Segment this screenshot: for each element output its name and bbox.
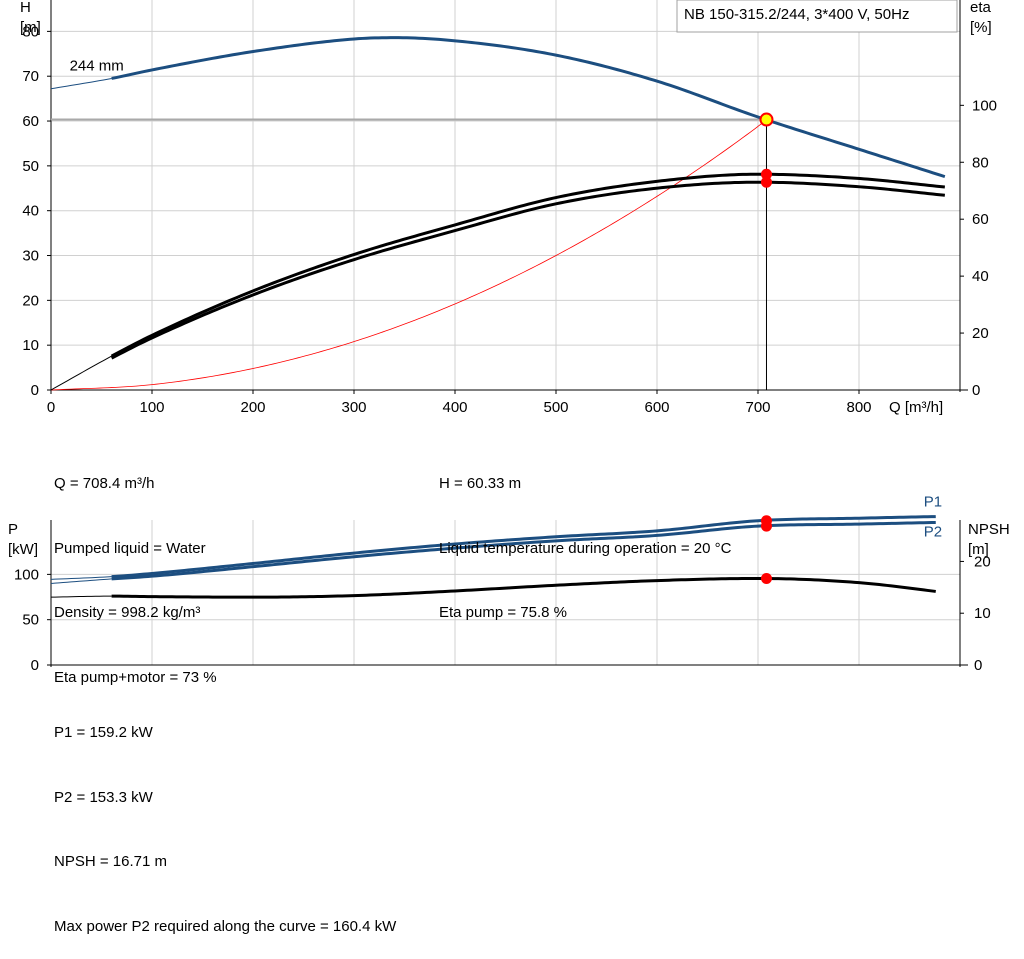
bottom-y-right-axis-label-line-2: [m] <box>968 541 989 558</box>
p2-curve <box>111 520 936 581</box>
bottom-y-right-tick-label-10: 10 <box>974 605 991 622</box>
bottom-y-tick-label-50: 50 <box>22 612 39 629</box>
info-flow: Q = 708.4 m³/h <box>54 475 155 492</box>
top-x-tick-label-300: 300 <box>341 399 366 416</box>
p1-series-label: P1 <box>924 494 942 511</box>
eta-pump-curve-extension <box>50 355 112 391</box>
npsh-curve <box>111 576 936 599</box>
bottom-y-axis-label-line-2: [kW] <box>8 541 38 558</box>
top-y-tick-label-40: 40 <box>22 203 39 220</box>
bottom-y-right-tick-label-20: 20 <box>974 553 991 570</box>
top-x-axis-label: Q [m³/h] <box>889 399 943 416</box>
info-density: Density = 998.2 kg/m³ <box>54 604 201 621</box>
p2-series-label: P2 <box>924 523 942 540</box>
npsh-curve-extension <box>50 595 112 598</box>
info-npsh: NPSH = 16.71 m <box>54 853 167 870</box>
operating-info-right: H = 60.33 m Liquid temperature during op… <box>439 430 731 645</box>
top-y-tick-label-0: 0 <box>31 382 39 399</box>
top-y-tick-label-30: 30 <box>22 248 39 265</box>
operating-point-marker <box>759 112 774 127</box>
p1-curve-extension <box>50 576 112 580</box>
top-x-tick-label-800: 800 <box>846 399 871 416</box>
info-p1: P1 = 159.2 kW <box>54 724 153 741</box>
info-p2: P2 = 153.3 kW <box>54 788 153 806</box>
top-y-right-tick-label-20: 20 <box>972 325 989 342</box>
bottom-y-tick-label-0: 0 <box>31 657 39 674</box>
info-eta-pump-motor: Eta pump+motor = 73 % <box>54 668 217 686</box>
bottom-y-right-axis-label-line-1: NPSH <box>968 521 1010 538</box>
top-y-tick-label-20: 20 <box>22 292 39 309</box>
p2-curve-extension <box>50 578 112 584</box>
top-x-tick-label-500: 500 <box>543 399 568 416</box>
pump-performance-chart: 0 100 200 300 400 500 600 700 800010203040506070… <box>8 0 1010 674</box>
chart-title: NB 150-315.2/244, 3*400 V, 50Hz <box>684 6 909 23</box>
top-y-tick-label-10: 10 <box>22 337 39 354</box>
top-x-tick-label-700: 700 <box>745 399 770 416</box>
eta-pump-curve <box>110 172 946 358</box>
top-x-tick-label-600: 600 <box>644 399 669 416</box>
top-y-right-tick-label-0: 0 <box>972 382 980 399</box>
top-y-right-tick-label-100: 100 <box>972 97 997 114</box>
curve-impeller-label: 244 mm <box>70 57 124 74</box>
bottom-y-axis-label-line-1: P <box>8 521 18 538</box>
top-y-axis-label-line-1: H <box>20 0 31 16</box>
top-y-right-tick-label-80: 80 <box>972 154 989 171</box>
top-y-right-axis-label-line-2: [%] <box>970 19 992 36</box>
head-curve-extension <box>50 77 112 90</box>
top-y-tick-label-60: 60 <box>22 113 39 130</box>
top-y-axis-label-line-2: [m] <box>20 19 41 36</box>
top-y-right-tick-label-60: 60 <box>972 211 989 228</box>
top-x-tick-label-0: 0 <box>47 399 55 416</box>
eta-pump-motor-marker <box>760 176 772 188</box>
top-x-tick-label-400: 400 <box>442 399 467 416</box>
bottom-y-tick-label-100: 100 <box>14 566 39 583</box>
eta-pump-marker <box>760 168 772 180</box>
power-info: P1 = 159.2 kW P2 = 153.3 kW NPSH = 16.71… <box>54 679 396 959</box>
info-pumped-liquid: Pumped liquid = Water <box>54 539 206 557</box>
top-y-tick-label-80: 80 <box>22 23 39 40</box>
info-liquid-temperature: Liquid temperature during operation = 20… <box>439 539 732 557</box>
info-max-power: Max power P2 required along the curve = … <box>54 917 397 935</box>
head-curve <box>111 36 946 179</box>
top-y-tick-label-70: 70 <box>22 68 39 85</box>
p1-curve <box>111 515 936 579</box>
bottom-y-right-tick-label-0: 0 <box>974 657 982 674</box>
chart-title-box <box>676 0 958 33</box>
eta-pump-motor-curve <box>110 180 945 360</box>
top-y-tick-label-50: 50 <box>22 158 39 175</box>
operating-info-left: Q = 708.4 m³/h Pumped liquid = Water Den… <box>54 430 217 710</box>
info-eta-pump: Eta pump = 75.8 % <box>439 604 567 621</box>
top-y-right-tick-label-40: 40 <box>972 268 989 285</box>
npsh-marker <box>760 572 772 584</box>
top-y-right-axis-label-line-1: eta <box>970 0 992 16</box>
p2-marker <box>760 520 772 532</box>
system-curve <box>50 119 767 391</box>
top-x-tick-label-100: 100 <box>139 399 164 416</box>
info-head: H = 60.33 m <box>439 475 522 492</box>
top-x-tick-label-200: 200 <box>240 399 265 416</box>
